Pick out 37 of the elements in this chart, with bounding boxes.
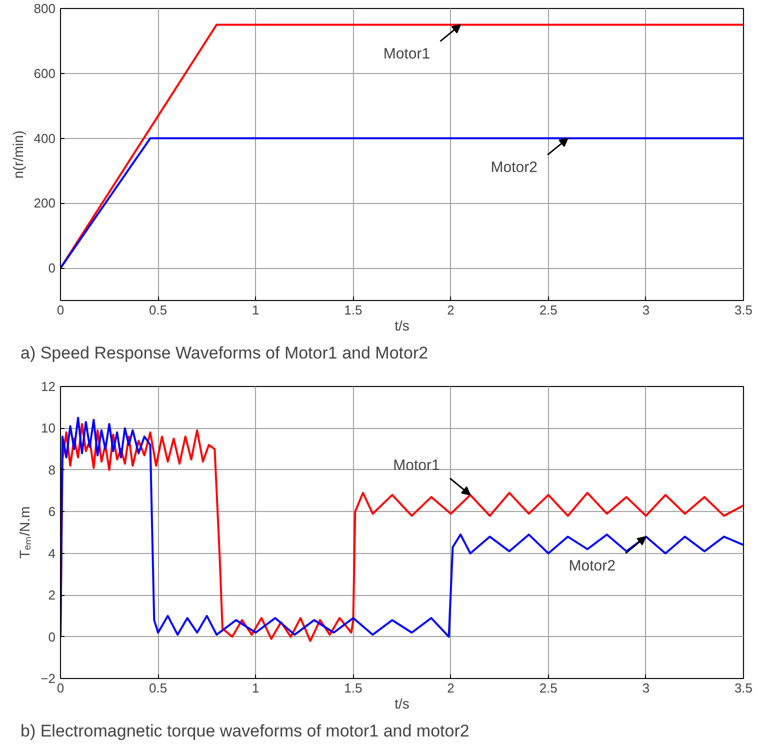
y-tick-label: 6	[48, 504, 56, 520]
annotation: Motor1	[393, 457, 440, 474]
y-tick-label: 4	[48, 546, 56, 561]
y-tick-label: 600	[34, 66, 56, 81]
y-tick-label: 200	[34, 196, 56, 211]
y-tick-label: 2	[48, 588, 56, 603]
y-tick-label: 12	[41, 379, 56, 394]
y-tick-label: 800	[34, 1, 56, 16]
x-tick-label: 1.5	[344, 680, 362, 696]
annotation: Motor2	[490, 158, 538, 176]
x-tick-label: 1	[252, 680, 260, 696]
text: b) Electromagnetic torque waveforms of motor1 and motor2	[20, 722, 470, 740]
x-tick-label: 3.5	[734, 680, 753, 696]
x-tick-label: 2.5	[539, 302, 558, 318]
annotation: Motor2	[568, 557, 616, 574]
y-tick-label: −2	[40, 671, 56, 686]
y-axis-title: n(r/min)	[10, 130, 26, 179]
x-tick-label: 1.5	[344, 302, 362, 318]
x-tick-label: 2	[447, 302, 454, 318]
x-tick-label: 3	[642, 680, 650, 696]
x-tick-label: 3	[642, 302, 650, 318]
x-tick-label: 0.5	[149, 680, 168, 696]
x-axis-title: t/s	[394, 318, 410, 334]
x-tick-label: 3.5	[734, 302, 753, 318]
y-tick-label: 0	[48, 629, 56, 644]
x-axis-title: t/s	[394, 696, 410, 712]
y-axis-title: Tₑₘ/N.m	[16, 506, 33, 559]
x-tick-label: 0.5	[149, 302, 168, 318]
y-tick-label: 400	[34, 130, 56, 146]
y-tick-label: 0	[48, 260, 56, 276]
annotation: Motor1	[383, 45, 430, 62]
text: a) Speed Response Waveforms of Motor1 and Motor2	[20, 344, 428, 362]
x-tick-label: 2.5	[539, 680, 558, 696]
x-tick-label: 2	[447, 680, 454, 696]
y-tick-label: 8	[48, 462, 56, 478]
x-tick-label: 1	[252, 302, 260, 318]
y-tick-label: 10	[41, 420, 56, 436]
